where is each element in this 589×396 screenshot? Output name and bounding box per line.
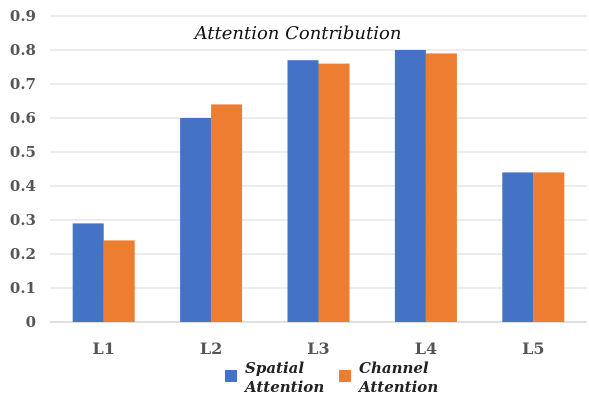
- x-tick-label-l5: L5: [522, 339, 544, 358]
- y-tick-label: 0.5: [10, 143, 36, 161]
- bar-channel-l2: [211, 104, 243, 323]
- x-axis-ticks: L1 L2 L3 L4 L5: [93, 339, 545, 358]
- bar-series: [72, 50, 565, 323]
- bar-spatial-l1: [72, 223, 104, 322]
- x-tick-label-l1: L1: [93, 339, 115, 358]
- legend-label-channel-line2: Attention: [357, 378, 438, 396]
- y-tick-label: 0.7: [10, 75, 36, 93]
- y-tick-label: 0.8: [10, 41, 36, 59]
- bar-spatial-l2: [180, 118, 212, 322]
- legend-swatch-channel: [339, 370, 351, 382]
- legend-swatch-spatial: [225, 370, 237, 382]
- y-tick-label: 0.9: [10, 7, 36, 25]
- y-tick-label: 0.4: [10, 177, 36, 195]
- legend-label-spatial-line1: Spatial: [245, 359, 304, 377]
- y-tick-label: 0.2: [10, 245, 36, 263]
- bar-spatial-l5: [502, 172, 534, 322]
- chart-title: Attention Contribution: [193, 23, 402, 44]
- y-tick-label: 0: [26, 313, 36, 331]
- y-tick-label: 0.3: [10, 211, 36, 229]
- legend-label-spatial-line2: Attention: [243, 378, 324, 396]
- legend-label-channel-line1: Channel: [359, 359, 429, 377]
- x-tick-label-l3: L3: [307, 339, 329, 358]
- bar-spatial-l3: [287, 60, 319, 322]
- bar-spatial-l4: [394, 50, 426, 322]
- legend: Spatial Attention Channel Attention: [225, 359, 438, 396]
- bar-channel-l3: [318, 63, 350, 322]
- y-tick-label: 0.1: [10, 279, 36, 297]
- bar-channel-l5: [533, 172, 565, 322]
- x-tick-label-l2: L2: [200, 339, 222, 358]
- y-axis-ticks: 0 0.1 0.2 0.3 0.4 0.5 0.6 0.7 0.8 0.9: [10, 7, 36, 331]
- bar-channel-l4: [425, 53, 457, 323]
- bar-channel-l1: [103, 240, 135, 322]
- y-tick-label: 0.6: [10, 109, 36, 127]
- x-tick-label-l4: L4: [415, 339, 437, 358]
